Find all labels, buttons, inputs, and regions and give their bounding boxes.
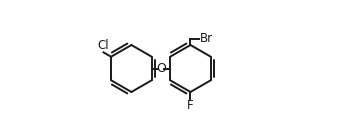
Text: O: O xyxy=(156,62,166,75)
Text: Br: Br xyxy=(200,32,213,45)
Text: F: F xyxy=(187,99,194,112)
Text: Cl: Cl xyxy=(98,39,109,52)
